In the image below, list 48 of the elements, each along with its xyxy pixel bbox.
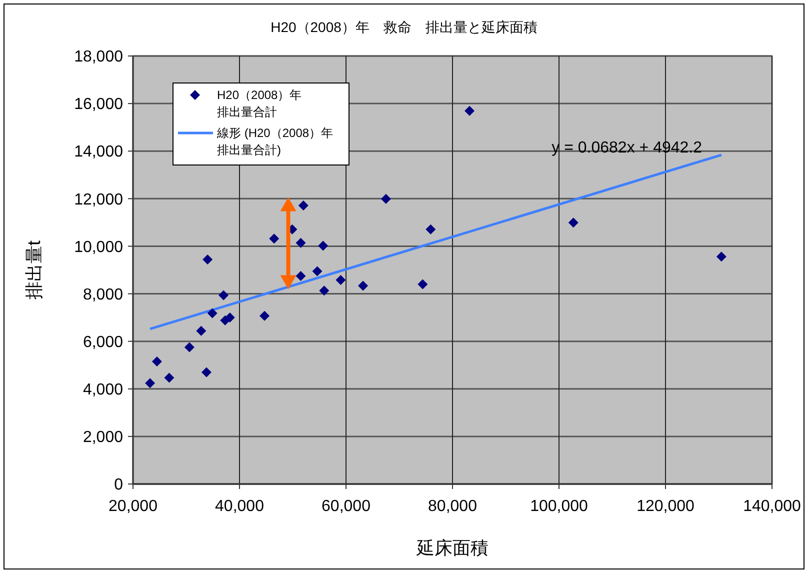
point — [464, 106, 475, 116]
point — [312, 266, 322, 276]
point — [426, 224, 436, 234]
point — [380, 194, 391, 204]
legend-label: 線形 (H20（2008）年排出量合計) — [216, 126, 334, 158]
y-tick-label: 8,000 — [82, 286, 124, 304]
point — [296, 238, 306, 248]
y-tick-label: 18,000 — [74, 48, 124, 66]
x-tick-label: 140,000 — [743, 498, 802, 515]
point — [716, 252, 726, 262]
point — [224, 312, 235, 323]
point — [196, 326, 206, 336]
x-axis-title: 延床面積 — [416, 538, 488, 558]
chart-title: H20（2008）年 救命 排出量と延床面積 — [270, 19, 538, 35]
point — [298, 200, 308, 211]
point — [319, 286, 330, 296]
x-tick-label: 20,000 — [108, 498, 158, 515]
point — [336, 274, 346, 285]
y-tick-label: 0 — [114, 476, 124, 494]
point — [296, 270, 306, 281]
y-tick-label: 4,000 — [82, 381, 124, 398]
point — [152, 356, 162, 367]
y-tick-label: 12,000 — [74, 191, 124, 208]
x-tick-label: 120,000 — [636, 498, 695, 515]
point — [358, 280, 368, 291]
point — [184, 342, 194, 352]
point — [218, 290, 229, 300]
point — [269, 234, 280, 244]
point — [207, 308, 218, 318]
x-tick-label: 60,000 — [322, 498, 371, 515]
y-tick-label: 14,000 — [74, 144, 124, 161]
y-tick-label: 6,000 — [82, 334, 124, 351]
y-tick-label: 10,000 — [74, 238, 124, 256]
y-tick-label: 2,000 — [82, 429, 124, 446]
point — [202, 254, 213, 265]
y-axis-title: 排出量t — [24, 240, 44, 300]
point — [568, 218, 578, 228]
y-tick-label: 16,000 — [74, 96, 124, 114]
x-tick-label: 80,000 — [428, 498, 478, 515]
point — [418, 279, 428, 290]
point — [318, 240, 328, 251]
point — [164, 372, 174, 383]
x-tick-label: 40,000 — [215, 498, 264, 515]
x-tick-label: 100,000 — [530, 498, 588, 515]
point — [260, 310, 270, 321]
legend-label: H20（2008）年排出量合計 — [217, 88, 302, 120]
point — [145, 378, 156, 388]
point — [201, 367, 212, 378]
